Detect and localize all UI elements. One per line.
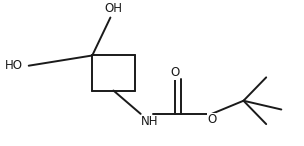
Text: HO: HO: [5, 59, 23, 72]
Text: OH: OH: [105, 2, 123, 15]
Text: O: O: [171, 66, 180, 80]
Text: O: O: [207, 113, 216, 126]
Text: NH: NH: [141, 115, 158, 128]
